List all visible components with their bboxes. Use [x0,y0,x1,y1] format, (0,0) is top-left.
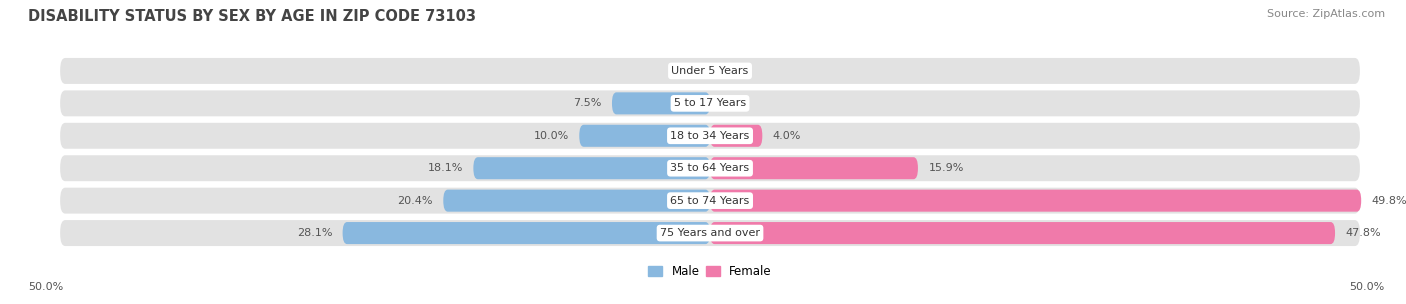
Text: 7.5%: 7.5% [574,98,602,108]
Text: 20.4%: 20.4% [398,196,433,206]
Text: 0.0%: 0.0% [671,66,700,76]
FancyBboxPatch shape [60,220,1360,246]
FancyBboxPatch shape [60,188,1360,214]
FancyBboxPatch shape [343,222,710,244]
FancyBboxPatch shape [710,190,1361,212]
Text: 49.8%: 49.8% [1372,196,1406,206]
Text: 0.0%: 0.0% [720,66,749,76]
Text: 50.0%: 50.0% [28,282,63,292]
FancyBboxPatch shape [60,90,1360,116]
Text: 35 to 64 Years: 35 to 64 Years [671,163,749,173]
FancyBboxPatch shape [60,58,1360,84]
FancyBboxPatch shape [710,222,1336,244]
Text: 50.0%: 50.0% [1350,282,1385,292]
Text: 0.0%: 0.0% [720,98,749,108]
FancyBboxPatch shape [579,125,710,147]
Legend: Male, Female: Male, Female [648,265,772,278]
Text: 15.9%: 15.9% [928,163,963,173]
FancyBboxPatch shape [612,92,710,114]
FancyBboxPatch shape [60,123,1360,149]
Text: 10.0%: 10.0% [533,131,569,141]
FancyBboxPatch shape [443,190,710,212]
FancyBboxPatch shape [710,157,918,179]
Text: 65 to 74 Years: 65 to 74 Years [671,196,749,206]
Text: 75 Years and over: 75 Years and over [659,228,761,238]
Text: 4.0%: 4.0% [773,131,801,141]
Text: 28.1%: 28.1% [297,228,332,238]
Text: Source: ZipAtlas.com: Source: ZipAtlas.com [1267,9,1385,19]
Text: 47.8%: 47.8% [1346,228,1381,238]
FancyBboxPatch shape [710,125,762,147]
Text: 18 to 34 Years: 18 to 34 Years [671,131,749,141]
FancyBboxPatch shape [474,157,710,179]
Text: Under 5 Years: Under 5 Years [672,66,748,76]
Text: 18.1%: 18.1% [427,163,463,173]
FancyBboxPatch shape [60,155,1360,181]
Text: DISABILITY STATUS BY SEX BY AGE IN ZIP CODE 73103: DISABILITY STATUS BY SEX BY AGE IN ZIP C… [28,9,477,24]
Text: 5 to 17 Years: 5 to 17 Years [673,98,747,108]
